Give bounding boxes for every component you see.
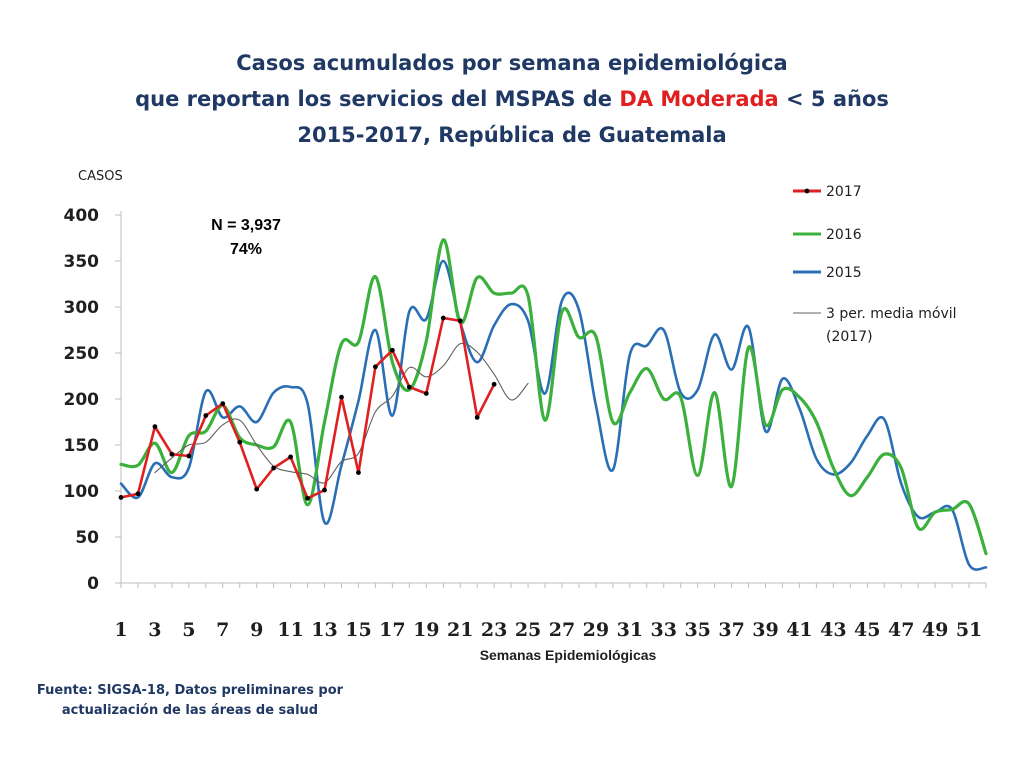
y-tick-label: 200 [64, 390, 100, 410]
series-point-s2017 [118, 495, 124, 500]
x-tick-label: 3 [148, 619, 161, 641]
series-point-s2017 [305, 495, 310, 501]
y-tick-label: 150 [64, 436, 100, 456]
series-point-s2017 [152, 424, 158, 429]
x-tick-label: 47 [888, 619, 914, 641]
series-point-s2017 [220, 401, 226, 406]
series-point-s2017 [474, 415, 480, 420]
x-tick-label: 39 [752, 619, 778, 641]
x-tick-label: 5 [182, 619, 195, 641]
series-point-s2017 [423, 391, 429, 396]
y-tick-label: 50 [75, 528, 99, 548]
series-point-s2017 [169, 451, 175, 457]
series-line-s2016 [119, 238, 988, 556]
legend-label-s2015: 2015 [826, 265, 862, 281]
y-tick-label: 250 [64, 344, 100, 364]
title-line-3: 2015-2017, República de Guatemala [297, 123, 727, 147]
legend-label-s2016: 2016 [826, 227, 862, 243]
x-axis-label: Semanas Epidemiológicas [480, 647, 657, 663]
source-note: Fuente: SIGSA-18, Datos preliminares por… [30, 681, 350, 721]
legend-label-ma-line2: (2017) [826, 329, 873, 345]
title-line-2: que reportan los servicios del MSPAS de … [0, 81, 1024, 117]
x-tick-label: 43 [820, 619, 846, 641]
legend-label-ma: 3 per. media móvil [826, 306, 957, 322]
x-tick-label: 49 [922, 619, 948, 641]
series-point-s2017 [491, 381, 497, 387]
annotation-n: N = 3,937 [211, 217, 281, 234]
y-tick-label: 0 [87, 574, 99, 594]
x-tick-label: 33 [651, 619, 677, 641]
x-tick-label: 51 [956, 619, 982, 641]
series-point-s2017 [440, 315, 446, 321]
series-point-s2017 [271, 465, 277, 471]
x-tick-label: 21 [447, 619, 473, 641]
series-point-s2017 [254, 486, 260, 492]
series-point-s2017 [373, 364, 378, 370]
series-point-s2017 [237, 439, 243, 445]
series-point-s2017 [389, 347, 395, 353]
chart-legend: 2017 2016 2015 3 per. media móvil (2017) [793, 184, 957, 345]
x-tick-label: 29 [583, 619, 609, 641]
series-point-s2017 [186, 453, 192, 459]
title-highlight: DA Moderada [619, 87, 779, 111]
x-tick-label: 45 [854, 619, 880, 641]
x-tick-label: 19 [413, 619, 439, 641]
series-point-s2017 [339, 394, 344, 400]
series-point-s2017 [322, 487, 327, 493]
x-tick-label: 35 [684, 619, 710, 641]
x-tick-label: 27 [549, 619, 575, 641]
y-axis-label: CASOS [78, 169, 123, 184]
x-tick-label: 23 [481, 619, 507, 641]
series-point-s2017 [203, 413, 209, 418]
source-line-1: Fuente: SIGSA-18, Datos preliminares por [36, 683, 344, 698]
title-line-2-prefix: que reportan los servicios del MSPAS de [135, 87, 620, 111]
series-point-s2017 [457, 318, 463, 324]
x-tick-label: 1 [114, 619, 127, 641]
source-line-2: actualización de las áreas de salud [61, 703, 319, 718]
y-tick-label: 100 [64, 482, 100, 502]
x-tick-label: 13 [311, 619, 337, 641]
series-point-s2017 [288, 454, 294, 460]
series-point-s2017 [406, 384, 412, 390]
x-tick-label: 7 [216, 619, 229, 641]
annotation-pct: 74% [230, 241, 262, 258]
x-tick-label: 11 [277, 619, 303, 641]
legend-marker-s2017 [804, 188, 810, 194]
y-tick-label: 400 [64, 206, 100, 226]
series-point-s2017 [135, 491, 141, 497]
y-tick-label: 350 [64, 252, 100, 272]
x-tick-label: 25 [515, 619, 541, 641]
x-tick-label: 15 [345, 619, 371, 641]
x-tick-label: 17 [379, 619, 405, 641]
chart-series [118, 238, 988, 571]
chart-title: Casos acumulados por semana epidemiológi… [0, 45, 1024, 153]
x-tick-label: 41 [786, 619, 812, 641]
title-line-2-suffix: < 5 años [778, 87, 889, 111]
x-tick-label: 37 [718, 619, 744, 641]
legend-label-s2017: 2017 [826, 184, 862, 200]
x-tick-label: 9 [250, 619, 263, 641]
title-line-1: Casos acumulados por semana epidemiológi… [236, 51, 788, 75]
series-line-s2015 [119, 259, 988, 571]
series-point-s2017 [356, 470, 361, 475]
x-tick-label: 31 [617, 619, 643, 641]
y-tick-label: 300 [64, 298, 100, 318]
